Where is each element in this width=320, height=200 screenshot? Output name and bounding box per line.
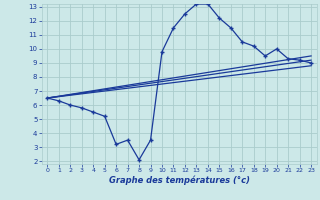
X-axis label: Graphe des températures (°c): Graphe des températures (°c)	[109, 176, 250, 185]
